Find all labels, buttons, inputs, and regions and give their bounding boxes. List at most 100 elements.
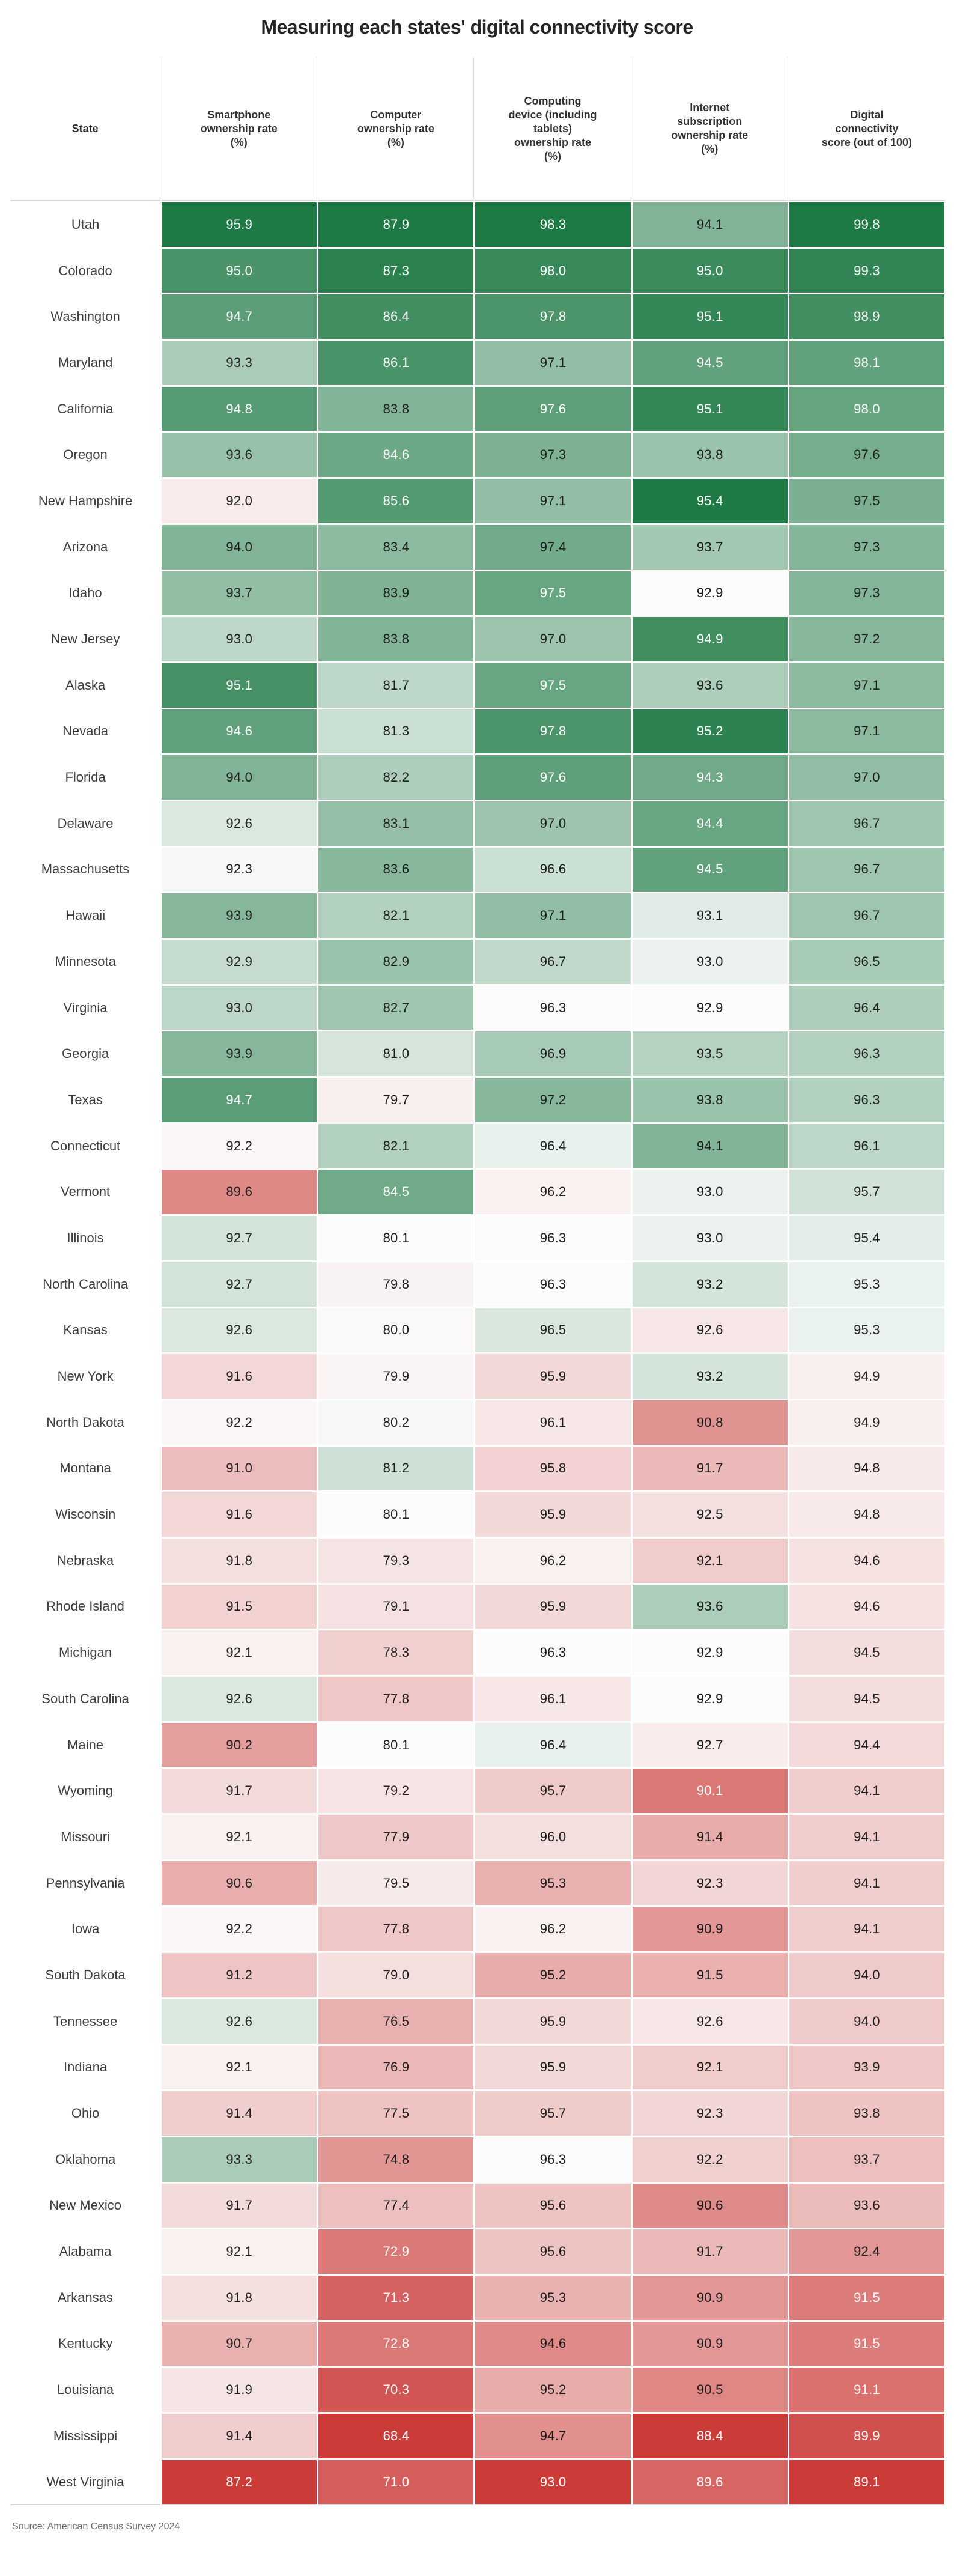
value-cell: 79.1 xyxy=(318,1584,475,1630)
value-cell: 94.5 xyxy=(788,1676,945,1722)
table-row: Connecticut 92.2 82.1 96.4 94.1 96.1 xyxy=(10,1123,945,1169)
value-cell: 80.0 xyxy=(318,1307,475,1353)
state-cell: Missouri xyxy=(10,1814,161,1860)
state-cell: North Dakota xyxy=(10,1399,161,1445)
value-cell: 92.3 xyxy=(161,846,318,893)
value-cell: 93.0 xyxy=(631,1215,788,1261)
value-cell: 90.7 xyxy=(161,2321,318,2367)
value-cell: 98.0 xyxy=(788,386,945,432)
state-cell: Mississippi xyxy=(10,2413,161,2459)
value-cell: 95.1 xyxy=(161,662,318,708)
value-cell: 93.8 xyxy=(631,432,788,478)
value-cell: 93.9 xyxy=(788,2044,945,2091)
table-row: California 94.8 83.8 97.6 95.1 98.0 xyxy=(10,386,945,432)
value-cell: 96.4 xyxy=(788,985,945,1031)
value-cell: 91.7 xyxy=(161,2183,318,2229)
value-cell: 96.5 xyxy=(788,939,945,985)
value-cell: 92.6 xyxy=(161,1676,318,1722)
value-cell: 97.5 xyxy=(475,662,631,708)
table-row: Iowa 92.2 77.8 96.2 90.9 94.1 xyxy=(10,1906,945,1952)
table-row: Hawaii 93.9 82.1 97.1 93.1 96.7 xyxy=(10,893,945,938)
state-cell: Arizona xyxy=(10,524,161,570)
value-cell: 77.5 xyxy=(318,2091,475,2136)
table-row: New York 91.6 79.9 95.9 93.2 94.9 xyxy=(10,1353,945,1399)
value-cell: 94.5 xyxy=(788,1630,945,1675)
state-cell: Vermont xyxy=(10,1169,161,1215)
value-cell: 91.5 xyxy=(788,2321,945,2367)
value-cell: 94.7 xyxy=(475,2413,631,2459)
value-cell: 72.9 xyxy=(318,2229,475,2274)
table-row: New Jersey 93.0 83.8 97.0 94.9 97.2 xyxy=(10,616,945,662)
value-cell: 79.3 xyxy=(318,1537,475,1584)
table-row: Kentucky 90.7 72.8 94.6 90.9 91.5 xyxy=(10,2321,945,2367)
value-cell: 95.3 xyxy=(475,1860,631,1906)
value-cell: 94.4 xyxy=(631,800,788,846)
table-row: Alaska 95.1 81.7 97.5 93.6 97.1 xyxy=(10,662,945,708)
value-cell: 96.2 xyxy=(475,1906,631,1952)
state-cell: Illinois xyxy=(10,1215,161,1261)
value-cell: 90.6 xyxy=(161,1860,318,1906)
value-cell: 96.3 xyxy=(475,1261,631,1307)
state-cell: New York xyxy=(10,1353,161,1399)
state-cell: South Dakota xyxy=(10,1952,161,1998)
value-cell: 92.3 xyxy=(631,1860,788,1906)
value-cell: 81.3 xyxy=(318,708,475,755)
value-cell: 96.7 xyxy=(788,893,945,938)
value-cell: 95.3 xyxy=(788,1261,945,1307)
value-cell: 95.0 xyxy=(631,248,788,294)
value-cell: 91.7 xyxy=(631,1445,788,1492)
state-cell: South Carolina xyxy=(10,1676,161,1722)
state-cell: California xyxy=(10,386,161,432)
table-row: Virginia 93.0 82.7 96.3 92.9 96.4 xyxy=(10,985,945,1031)
table-row: Ohio 91.4 77.5 95.7 92.3 93.8 xyxy=(10,2091,945,2136)
value-cell: 94.8 xyxy=(788,1492,945,1537)
state-cell: New Mexico xyxy=(10,2183,161,2229)
value-cell: 93.9 xyxy=(161,893,318,938)
value-cell: 96.7 xyxy=(788,800,945,846)
value-cell: 68.4 xyxy=(318,2413,475,2459)
value-cell: 83.9 xyxy=(318,570,475,616)
state-cell: Maryland xyxy=(10,340,161,386)
state-cell: Pennsylvania xyxy=(10,1860,161,1906)
value-cell: 97.3 xyxy=(788,524,945,570)
table-row: Rhode Island 91.5 79.1 95.9 93.6 94.6 xyxy=(10,1584,945,1630)
value-cell: 83.8 xyxy=(318,616,475,662)
table-row: Vermont 89.6 84.5 96.2 93.0 95.7 xyxy=(10,1169,945,1215)
table-row: Alabama 92.1 72.9 95.6 91.7 92.4 xyxy=(10,2229,945,2274)
table-row: Michigan 92.1 78.3 96.3 92.9 94.5 xyxy=(10,1630,945,1675)
value-cell: 98.9 xyxy=(788,294,945,340)
table-row: South Dakota 91.2 79.0 95.2 91.5 94.0 xyxy=(10,1952,945,1998)
value-cell: 96.3 xyxy=(788,1031,945,1077)
column-header-state: State xyxy=(10,57,161,201)
value-cell: 97.0 xyxy=(788,755,945,800)
value-cell: 96.1 xyxy=(788,1123,945,1169)
value-cell: 94.0 xyxy=(161,755,318,800)
value-cell: 94.6 xyxy=(475,2321,631,2367)
column-header-4: Internet subscription ownership rate (%) xyxy=(631,57,788,201)
state-cell: Massachusetts xyxy=(10,846,161,893)
source-note: Source: American Census Survey 2024 xyxy=(12,2521,180,2532)
value-cell: 95.4 xyxy=(631,478,788,524)
value-cell: 93.1 xyxy=(631,893,788,938)
value-cell: 95.9 xyxy=(475,1998,631,2044)
value-cell: 76.9 xyxy=(318,2044,475,2091)
table-body: Utah 95.9 87.9 98.3 94.1 99.8 Colorado 95.0 87.3… xyxy=(10,202,945,2506)
value-cell: 96.3 xyxy=(475,985,631,1031)
value-cell: 96.3 xyxy=(475,2136,631,2183)
table-row: Illinois 92.7 80.1 96.3 93.0 95.4 xyxy=(10,1215,945,1261)
value-cell: 92.4 xyxy=(788,2229,945,2274)
table-row: North Dakota 92.2 80.2 96.1 90.8 94.9 xyxy=(10,1399,945,1445)
value-cell: 95.0 xyxy=(161,248,318,294)
value-cell: 91.1 xyxy=(788,2367,945,2413)
value-cell: 91.5 xyxy=(788,2274,945,2321)
value-cell: 91.9 xyxy=(161,2367,318,2413)
value-cell: 95.7 xyxy=(475,2091,631,2136)
table-row: Oklahoma 93.3 74.8 96.3 92.2 93.7 xyxy=(10,2136,945,2183)
state-cell: Connecticut xyxy=(10,1123,161,1169)
state-cell: Arkansas xyxy=(10,2274,161,2321)
value-cell: 70.3 xyxy=(318,2367,475,2413)
value-cell: 97.6 xyxy=(475,755,631,800)
value-cell: 94.4 xyxy=(788,1722,945,1768)
state-cell: Oklahoma xyxy=(10,2136,161,2183)
value-cell: 93.7 xyxy=(161,570,318,616)
